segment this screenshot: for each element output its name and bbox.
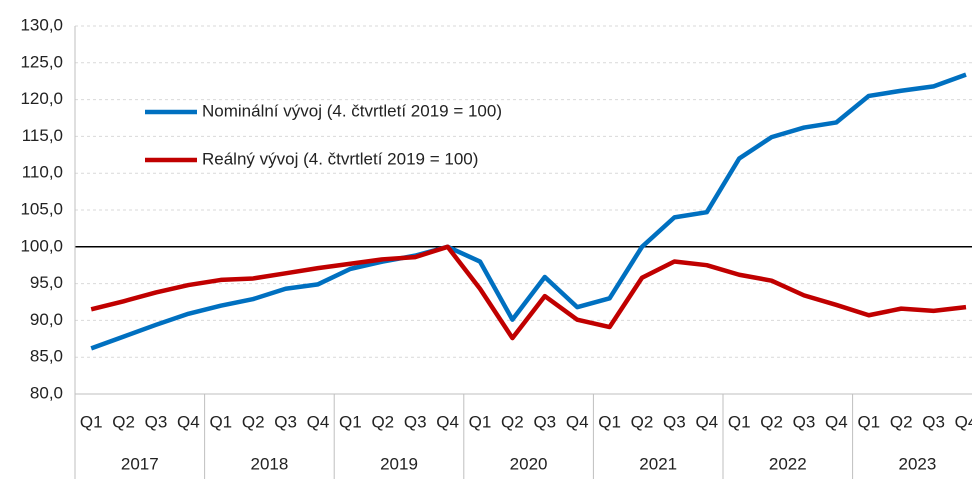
x-tick-label: Q2 bbox=[371, 412, 394, 431]
x-tick-label: Q2 bbox=[760, 412, 783, 431]
legend-label: Reálný vývoj (4. čtvrtletí 2019 = 100) bbox=[202, 149, 478, 168]
y-tick-label: 85,0 bbox=[30, 347, 63, 366]
group-label: 2022 bbox=[769, 454, 807, 473]
y-tick-label: 110,0 bbox=[22, 163, 63, 182]
x-tick-label: Q2 bbox=[242, 412, 265, 431]
y-tick-label: 80,0 bbox=[30, 383, 63, 402]
y-tick-label: 95,0 bbox=[30, 273, 63, 292]
group-label: 2023 bbox=[898, 454, 936, 473]
x-tick-label: Q2 bbox=[890, 412, 913, 431]
data-line bbox=[90, 244, 967, 341]
y-tick-label: 105,0 bbox=[20, 199, 63, 218]
x-tick-label: Q1 bbox=[80, 412, 103, 431]
y-tick-label: 120,0 bbox=[20, 89, 63, 108]
x-tick-label: Q1 bbox=[469, 412, 492, 431]
x-tick-label: Q3 bbox=[922, 412, 945, 431]
x-tick-label: Q2 bbox=[631, 412, 654, 431]
x-tick-label: Q4 bbox=[307, 412, 330, 431]
group-label: 2021 bbox=[639, 454, 677, 473]
x-tick-label: Q4 bbox=[825, 412, 848, 431]
x-tick-label: Q3 bbox=[663, 412, 686, 431]
x-tick-label: Q4 bbox=[566, 412, 589, 431]
x-tick-label: Q1 bbox=[339, 412, 362, 431]
group-label: 2019 bbox=[380, 454, 418, 473]
x-tick-label: Q2 bbox=[501, 412, 524, 431]
y-tick-label: 130,0 bbox=[20, 15, 63, 34]
group-label: 2020 bbox=[510, 454, 548, 473]
x-tick-label: Q2 bbox=[112, 412, 135, 431]
x-tick-label: Q1 bbox=[857, 412, 880, 431]
y-tick-label: 90,0 bbox=[30, 310, 63, 329]
x-tick-label: Q3 bbox=[793, 412, 816, 431]
x-tick-label: Q3 bbox=[404, 412, 427, 431]
x-tick-label: Q3 bbox=[533, 412, 556, 431]
y-tick-label: 115,0 bbox=[22, 126, 63, 145]
x-tick-label: Q4 bbox=[436, 412, 459, 431]
y-tick-label: 125,0 bbox=[20, 52, 63, 71]
x-tick-label: Q4 bbox=[177, 412, 200, 431]
group-label: 2017 bbox=[121, 454, 159, 473]
x-tick-label: Q1 bbox=[728, 412, 751, 431]
y-tick-label: 100,0 bbox=[20, 236, 63, 255]
group-label: 2018 bbox=[250, 454, 288, 473]
x-tick-label: Q4 bbox=[695, 412, 718, 431]
legend-label: Nominální vývoj (4. čtvrtletí 2019 = 100… bbox=[202, 101, 502, 120]
x-tick-label: Q1 bbox=[598, 412, 621, 431]
x-tick-label: Q3 bbox=[145, 412, 168, 431]
data-line bbox=[90, 72, 967, 351]
x-tick-label: Q4 bbox=[955, 412, 972, 431]
x-tick-label: Q3 bbox=[274, 412, 297, 431]
x-tick-label: Q1 bbox=[209, 412, 232, 431]
